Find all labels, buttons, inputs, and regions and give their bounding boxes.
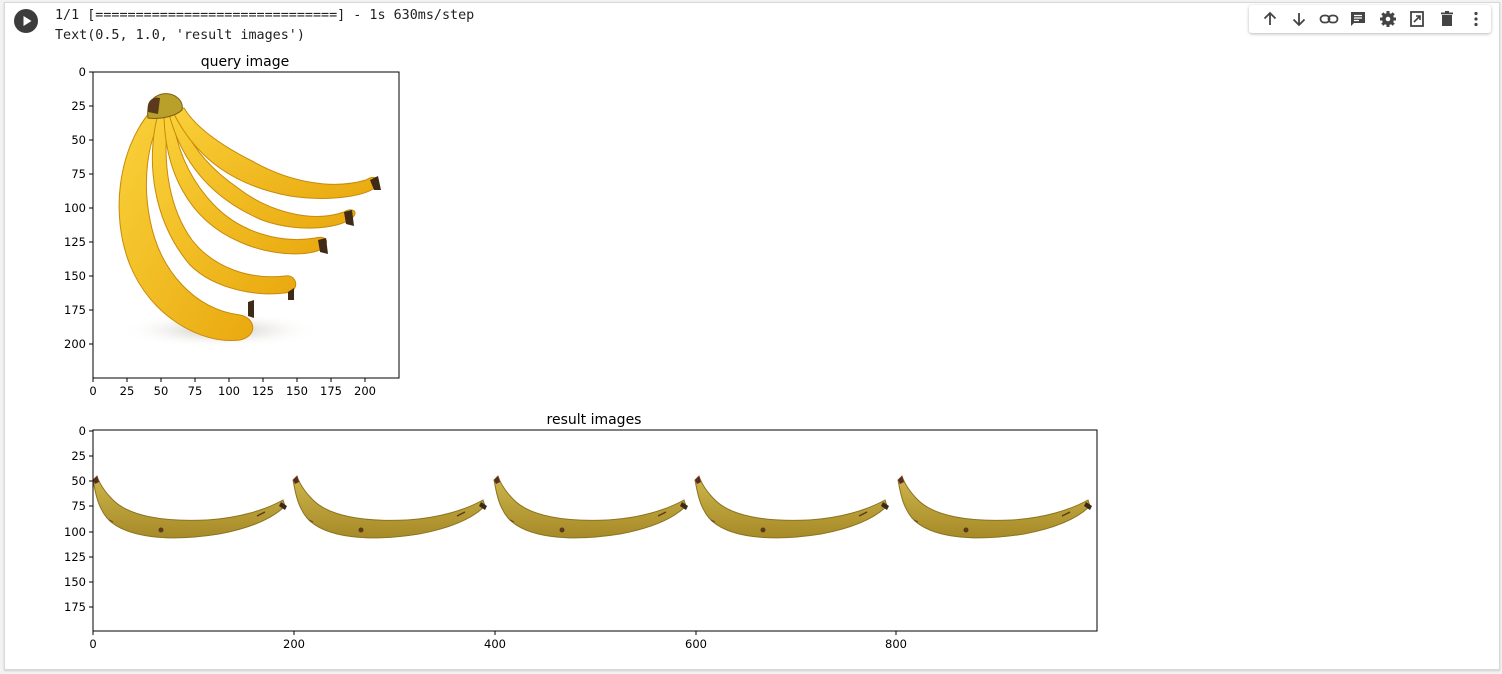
query-image [93, 72, 399, 378]
x-tick-label: 175 [320, 384, 342, 398]
x-tick-label: 600 [685, 637, 707, 651]
x-tick-label: 800 [885, 637, 907, 651]
settings-button[interactable] [1373, 6, 1403, 32]
move-up-button[interactable] [1255, 6, 1285, 32]
move-down-button[interactable] [1285, 6, 1315, 32]
x-tick-label: 0 [89, 637, 96, 651]
x-tick-label: 75 [188, 384, 203, 398]
delete-icon [1440, 11, 1453, 26]
query-y-axis: 0 25 50 75 100 125 150 175 200 [64, 65, 93, 351]
y-tick-label: 50 [71, 474, 86, 488]
y-tick-label: 25 [71, 449, 86, 463]
y-tick-label: 200 [64, 337, 86, 351]
y-tick-label: 0 [79, 65, 86, 79]
settings-icon [1379, 11, 1396, 27]
x-tick-label: 200 [283, 637, 305, 651]
query-plot-title: query image [201, 54, 289, 70]
y-tick-label: 75 [71, 499, 86, 513]
arrow-up-icon [1263, 11, 1276, 25]
delete-button[interactable] [1432, 6, 1462, 32]
more-vert-icon [1474, 11, 1478, 27]
x-tick-label: 25 [120, 384, 135, 398]
cell-toolbar [1249, 5, 1491, 33]
y-tick-label: 125 [64, 235, 86, 249]
x-tick-label: 125 [252, 384, 274, 398]
link-icon [1319, 14, 1339, 24]
x-tick-label: 150 [286, 384, 308, 398]
y-tick-label: 0 [79, 424, 86, 438]
arrow-down-icon [1293, 13, 1306, 27]
y-tick-label: 150 [64, 269, 86, 283]
result-x-axis: 0 200 400 600 800 [89, 631, 907, 651]
y-tick-label: 175 [64, 600, 86, 614]
y-tick-label: 150 [64, 575, 86, 589]
x-tick-label: 100 [218, 384, 240, 398]
comment-icon [1351, 12, 1366, 26]
x-tick-label: 200 [354, 384, 376, 398]
query-x-axis: 0 25 50 75 100 125 150 175 200 [89, 378, 376, 398]
x-tick-label: 0 [89, 384, 96, 398]
comment-button[interactable] [1344, 6, 1374, 32]
text-output: Text(0.5, 1.0, 'result images') [55, 28, 305, 43]
link-button[interactable] [1314, 6, 1344, 32]
play-icon [23, 16, 32, 26]
more-button[interactable] [1462, 6, 1492, 32]
mirror-cell-icon [1410, 11, 1425, 27]
y-tick-label: 75 [71, 167, 86, 181]
y-tick-label: 50 [71, 133, 86, 147]
result-axes-frame [92, 429, 1098, 632]
query-axes-frame [92, 71, 400, 379]
result-y-axis: 0 25 50 75 100 125 150 175 [64, 424, 93, 614]
run-cell-button[interactable] [14, 9, 38, 33]
y-tick-label: 100 [64, 201, 86, 215]
x-tick-label: 50 [154, 384, 169, 398]
y-tick-label: 25 [71, 99, 86, 113]
mirror-cell-button[interactable] [1403, 6, 1433, 32]
y-tick-label: 100 [64, 525, 86, 539]
result-images [92, 430, 1097, 631]
result-plot-title: result images [547, 412, 642, 428]
x-tick-label: 400 [484, 637, 506, 651]
y-tick-label: 175 [64, 303, 86, 317]
y-tick-label: 125 [64, 550, 86, 564]
progress-output: 1/1 [==============================] - 1… [55, 8, 475, 23]
